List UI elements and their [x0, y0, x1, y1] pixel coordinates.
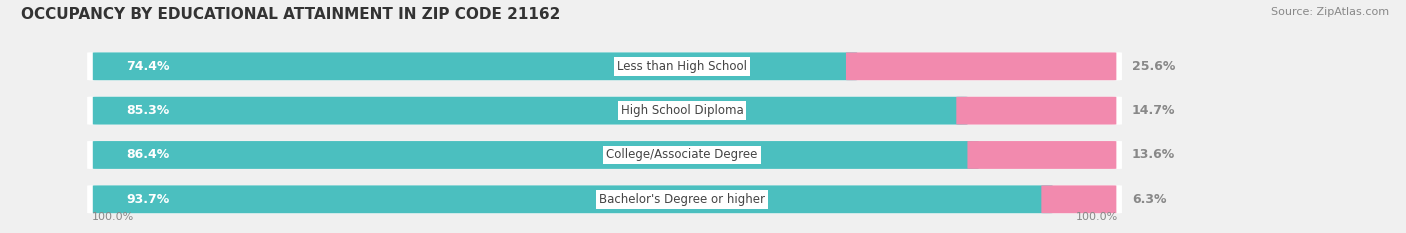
FancyBboxPatch shape [846, 52, 1116, 80]
Text: 86.4%: 86.4% [127, 148, 170, 161]
Text: 85.3%: 85.3% [127, 104, 170, 117]
Text: 13.6%: 13.6% [1132, 148, 1175, 161]
FancyBboxPatch shape [93, 97, 967, 125]
Text: 100.0%: 100.0% [91, 212, 134, 222]
FancyBboxPatch shape [87, 96, 1122, 125]
Text: High School Diploma: High School Diploma [620, 104, 744, 117]
Text: 6.3%: 6.3% [1132, 193, 1167, 206]
Text: Source: ZipAtlas.com: Source: ZipAtlas.com [1271, 7, 1389, 17]
FancyBboxPatch shape [967, 141, 1116, 169]
FancyBboxPatch shape [87, 185, 1122, 213]
FancyBboxPatch shape [87, 52, 1122, 80]
FancyBboxPatch shape [87, 141, 1122, 169]
FancyBboxPatch shape [93, 185, 1053, 213]
Text: 100.0%: 100.0% [1076, 212, 1118, 222]
FancyBboxPatch shape [1042, 185, 1116, 213]
Text: 14.7%: 14.7% [1132, 104, 1175, 117]
Text: Bachelor's Degree or higher: Bachelor's Degree or higher [599, 193, 765, 206]
Text: College/Associate Degree: College/Associate Degree [606, 148, 758, 161]
Text: 93.7%: 93.7% [127, 193, 170, 206]
Text: 74.4%: 74.4% [127, 60, 170, 73]
FancyBboxPatch shape [93, 141, 979, 169]
Text: OCCUPANCY BY EDUCATIONAL ATTAINMENT IN ZIP CODE 21162: OCCUPANCY BY EDUCATIONAL ATTAINMENT IN Z… [21, 7, 561, 22]
Text: Less than High School: Less than High School [617, 60, 747, 73]
Text: 25.6%: 25.6% [1132, 60, 1175, 73]
FancyBboxPatch shape [93, 52, 858, 80]
FancyBboxPatch shape [956, 97, 1116, 125]
